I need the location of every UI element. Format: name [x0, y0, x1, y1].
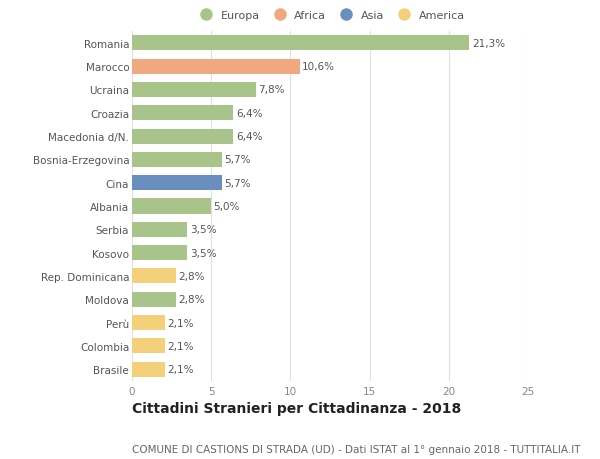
Legend: Europa, Africa, Asia, America: Europa, Africa, Asia, America: [193, 9, 467, 23]
Bar: [132, 152, 222, 168]
Text: 6,4%: 6,4%: [236, 108, 262, 118]
Bar: [132, 129, 233, 144]
Text: 7,8%: 7,8%: [258, 85, 284, 95]
Bar: [132, 269, 176, 284]
Bar: [132, 60, 300, 74]
Bar: [132, 176, 222, 191]
Text: 10,6%: 10,6%: [302, 62, 335, 72]
Text: 5,7%: 5,7%: [224, 178, 251, 188]
Bar: [132, 36, 469, 51]
Text: 5,7%: 5,7%: [224, 155, 251, 165]
Text: 2,1%: 2,1%: [167, 364, 194, 375]
Text: 6,4%: 6,4%: [236, 132, 262, 142]
Text: 2,1%: 2,1%: [167, 318, 194, 328]
Text: 2,8%: 2,8%: [179, 271, 205, 281]
Text: 5,0%: 5,0%: [214, 202, 240, 212]
Bar: [132, 315, 165, 330]
Bar: [132, 106, 233, 121]
Bar: [132, 292, 176, 307]
Text: 2,1%: 2,1%: [167, 341, 194, 351]
Bar: [132, 222, 187, 237]
Bar: [132, 362, 165, 377]
Bar: [132, 199, 211, 214]
Text: 3,5%: 3,5%: [190, 225, 217, 235]
Text: 2,8%: 2,8%: [179, 295, 205, 305]
Bar: [132, 83, 256, 98]
Text: 3,5%: 3,5%: [190, 248, 217, 258]
Bar: [132, 246, 187, 261]
Text: Cittadini Stranieri per Cittadinanza - 2018: Cittadini Stranieri per Cittadinanza - 2…: [132, 402, 461, 415]
Text: 21,3%: 21,3%: [472, 39, 505, 49]
Bar: [132, 339, 165, 353]
Text: COMUNE DI CASTIONS DI STRADA (UD) - Dati ISTAT al 1° gennaio 2018 - TUTTITALIA.I: COMUNE DI CASTIONS DI STRADA (UD) - Dati…: [132, 444, 581, 454]
